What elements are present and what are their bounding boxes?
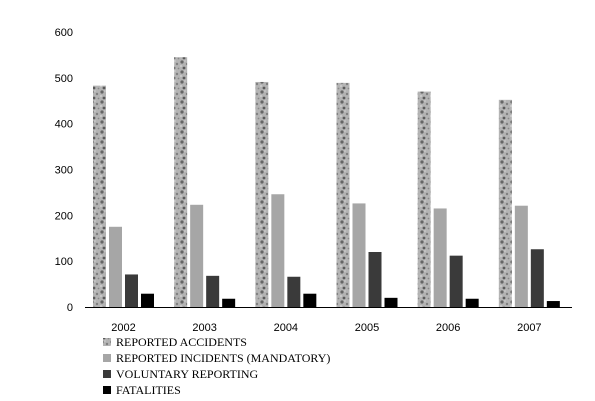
- bar-reported-accidents-2004: [255, 81, 269, 307]
- legend-label: REPORTED ACCIDENTS: [116, 335, 247, 349]
- bar-voluntary-reporting-2005: [368, 252, 382, 307]
- x-tick-label: 2004: [274, 322, 298, 334]
- bar-reported-accidents-2005: [336, 82, 350, 307]
- legend-label: VOLUNTARY REPORTING: [116, 367, 259, 381]
- bar-reported-accidents-2006: [417, 91, 431, 307]
- legend-swatch: [103, 354, 111, 362]
- y-tick-label: 0: [67, 302, 73, 314]
- y-tick-label: 200: [55, 210, 73, 222]
- bars: [93, 57, 560, 308]
- bar-voluntary-reporting-2006: [449, 255, 463, 307]
- y-axis: 0 100 200 300 400 500 600: [55, 27, 73, 314]
- y-tick-label: 500: [55, 73, 73, 85]
- y-tick-label: 100: [55, 256, 73, 268]
- bar-reported-incidents-mandatory-2002: [109, 226, 122, 307]
- bar-reported-incidents-mandatory-2007: [514, 205, 528, 307]
- x-tick-label: 2005: [355, 322, 379, 334]
- bar-fatalities-2002: [141, 293, 154, 307]
- bar-reported-incidents-mandatory-2005: [352, 203, 366, 307]
- x-tick-label: 2002: [111, 322, 135, 334]
- legend-label: FATALITIES: [116, 383, 181, 397]
- bar-reported-accidents-2007: [498, 99, 512, 307]
- bar-reported-accidents-2003: [174, 57, 188, 308]
- bar-reported-incidents-mandatory-2004: [271, 194, 285, 307]
- legend-label: REPORTED INCIDENTS (MANDATORY): [116, 351, 330, 365]
- legend-swatch: [103, 386, 111, 394]
- bar-reported-accidents-2002: [93, 85, 106, 307]
- bar-reported-incidents-mandatory-2006: [433, 208, 447, 307]
- x-tick-label: 2006: [436, 322, 460, 334]
- bar-reported-incidents-mandatory-2003: [190, 204, 204, 307]
- bar-voluntary-reporting-2007: [530, 249, 544, 307]
- bar-fatalities-2003: [222, 298, 236, 307]
- x-axis: 2002 2003 2004 2005 2006 2007: [85, 307, 572, 334]
- bar-fatalities-2007: [546, 301, 560, 307]
- bar-voluntary-reporting-2003: [206, 275, 220, 307]
- legend-swatch: [103, 338, 111, 346]
- x-tick-label: 2003: [192, 322, 216, 334]
- bar-fatalities-2006: [465, 298, 479, 307]
- y-tick-label: 300: [55, 165, 73, 177]
- bar-voluntary-reporting-2002: [125, 274, 138, 307]
- bar-voluntary-reporting-2004: [287, 276, 301, 307]
- bar-fatalities-2004: [303, 293, 317, 307]
- legend-swatch: [103, 370, 111, 378]
- bar-fatalities-2005: [384, 297, 398, 307]
- y-tick-label: 600: [55, 27, 73, 39]
- x-tick-label: 2007: [517, 322, 541, 334]
- y-tick-label: 400: [55, 119, 73, 131]
- legend: REPORTED ACCIDENTS REPORTED INCIDENTS (MA…: [103, 335, 330, 397]
